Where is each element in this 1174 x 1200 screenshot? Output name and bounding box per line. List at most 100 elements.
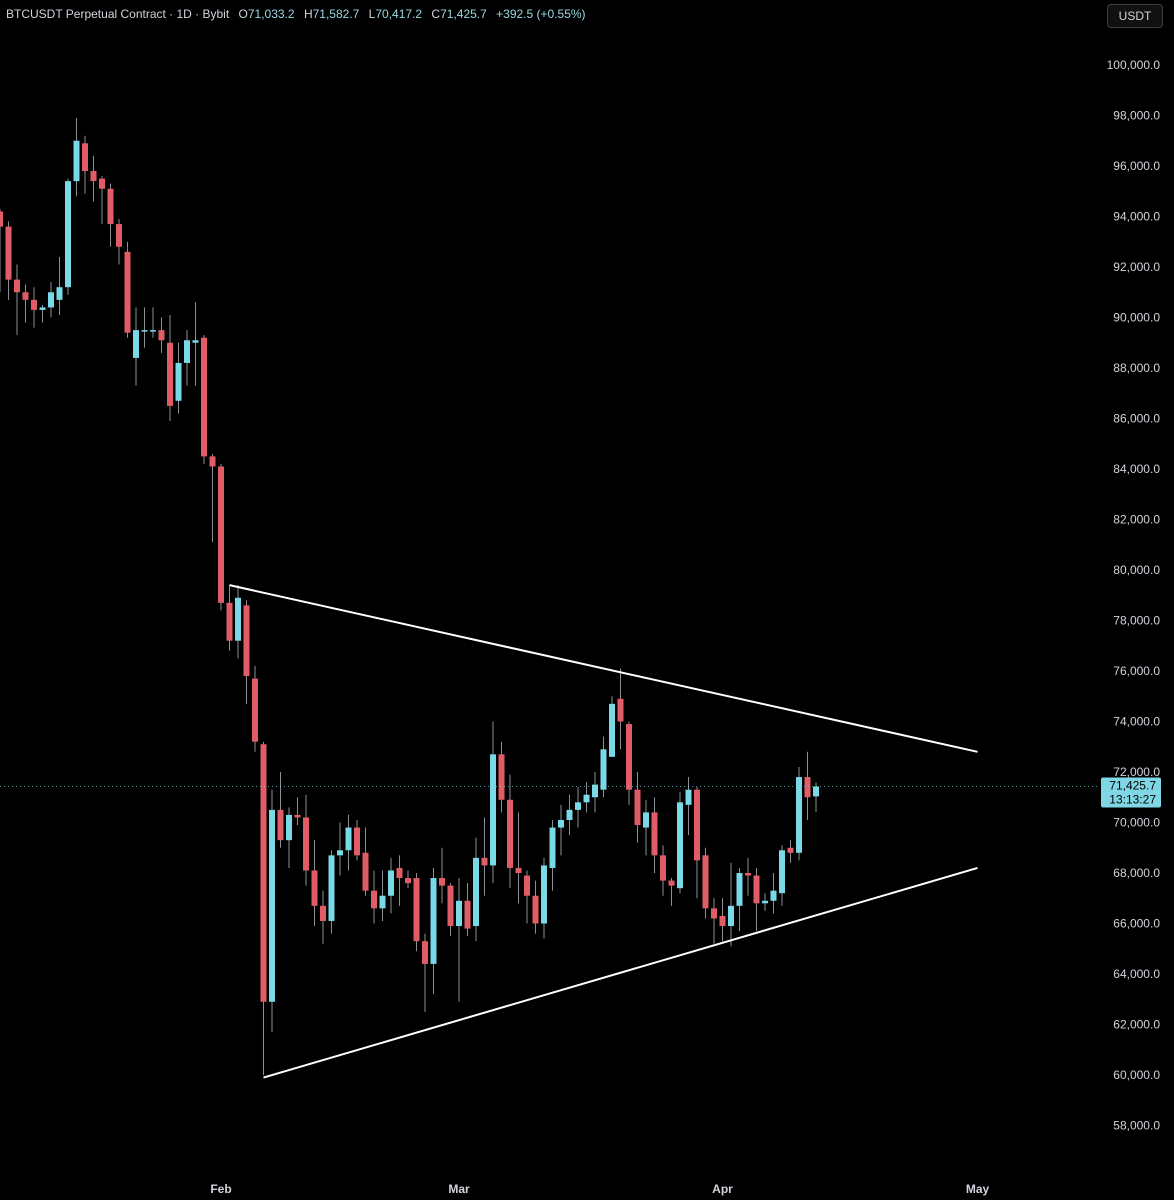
candle-body (116, 224, 122, 247)
candle (31, 287, 37, 328)
price-tick-label: 60,000.0 (1113, 1068, 1160, 1082)
candle (600, 736, 607, 798)
candle (243, 600, 250, 704)
candle-body (5, 226, 12, 280)
candle (719, 898, 726, 942)
candle (575, 787, 581, 828)
candle-body (736, 873, 743, 906)
candle (447, 883, 454, 937)
candle-body (158, 330, 165, 341)
candle-body (490, 754, 496, 866)
candle-body (439, 878, 445, 886)
candle-body (694, 789, 700, 861)
price-tick-label: 98,000.0 (1113, 109, 1160, 123)
candle-body (22, 292, 29, 300)
candle (490, 721, 496, 884)
high-value: 71,582.7 (312, 7, 360, 21)
candle (252, 665, 258, 752)
candle (82, 135, 88, 194)
close-value: 71,425.7 (440, 7, 487, 21)
candle (99, 176, 105, 225)
candle (150, 307, 156, 338)
candle (320, 890, 326, 944)
trendline-upper[interactable] (229, 584, 978, 753)
ohlc-legend: BTCUSDT Perpetual Contract · 1D · Bybit … (6, 7, 586, 21)
candle (133, 307, 139, 386)
candle-body (371, 890, 377, 909)
candle (303, 794, 309, 886)
price-tick-label: 70,000.0 (1113, 816, 1160, 830)
price-tick-label: 64,000.0 (1113, 967, 1160, 981)
candle-body (592, 784, 598, 798)
candle (56, 256, 63, 315)
candle (337, 822, 343, 876)
candle-body (124, 251, 131, 333)
price-tick-label: 68,000.0 (1113, 866, 1160, 880)
last-price-badge (1101, 777, 1161, 808)
candle (141, 307, 148, 348)
candle-body (711, 908, 717, 919)
candle (413, 873, 420, 952)
open-value: 71,033.2 (247, 7, 295, 21)
candle-body (532, 895, 539, 924)
candle (269, 789, 275, 1033)
time-axis[interactable]: Feb Mar Apr May (210, 1182, 989, 1196)
candle-body (413, 878, 420, 942)
candle-body (473, 857, 479, 927)
candle-body (813, 786, 819, 797)
candle-body (65, 181, 71, 288)
price-tick-label: 92,000.0 (1113, 260, 1160, 274)
currency-button[interactable]: USDT (1107, 4, 1163, 28)
candle-body (447, 885, 454, 927)
candle-body (48, 292, 54, 308)
candle (677, 792, 683, 894)
candle (762, 893, 768, 911)
time-tick-label: Apr (712, 1182, 733, 1196)
candle-body (464, 900, 471, 929)
candle-body (507, 799, 513, 868)
candle (694, 787, 700, 899)
candle (651, 797, 658, 873)
candle-body (634, 789, 641, 826)
candle (65, 178, 71, 295)
price-tick-label: 62,000.0 (1113, 1018, 1160, 1032)
candle (617, 668, 624, 750)
candle (422, 933, 428, 1012)
time-tick-label: Feb (210, 1182, 231, 1196)
trendline-lower[interactable] (263, 866, 978, 1079)
candle (175, 342, 182, 414)
candle-body (252, 678, 258, 742)
candle-body (99, 178, 105, 189)
candle (753, 867, 760, 932)
candle (192, 302, 199, 386)
candle-body (430, 878, 437, 964)
candle-body (515, 867, 522, 873)
candle-body (294, 814, 301, 818)
candle (184, 330, 190, 386)
candle-body (677, 802, 683, 889)
candle-body (0, 211, 3, 227)
candle (532, 880, 539, 934)
candle-body (549, 827, 556, 868)
price-axis[interactable]: 58,000.0 60,000.0 62,000.0 64,000.0 66,000.0… (1107, 58, 1161, 1133)
price-tick-label: 84,000.0 (1113, 462, 1160, 476)
candle-body (192, 340, 199, 343)
price-tick-label: 80,000.0 (1113, 563, 1160, 577)
candle (116, 219, 122, 265)
candle-body (354, 827, 360, 856)
candle-body (609, 703, 615, 757)
candle (626, 721, 632, 805)
candle (107, 183, 114, 247)
candle (685, 777, 692, 836)
candle-body (243, 605, 250, 677)
candle-body (728, 905, 734, 927)
candle (388, 857, 394, 914)
price-tick-label: 82,000.0 (1113, 513, 1160, 527)
candle-body (141, 330, 148, 332)
time-tick-label: May (966, 1182, 990, 1196)
candle-body (396, 867, 403, 879)
candle (558, 804, 564, 856)
price-tick-label: 90,000.0 (1113, 311, 1160, 325)
low-label: L (368, 7, 376, 21)
